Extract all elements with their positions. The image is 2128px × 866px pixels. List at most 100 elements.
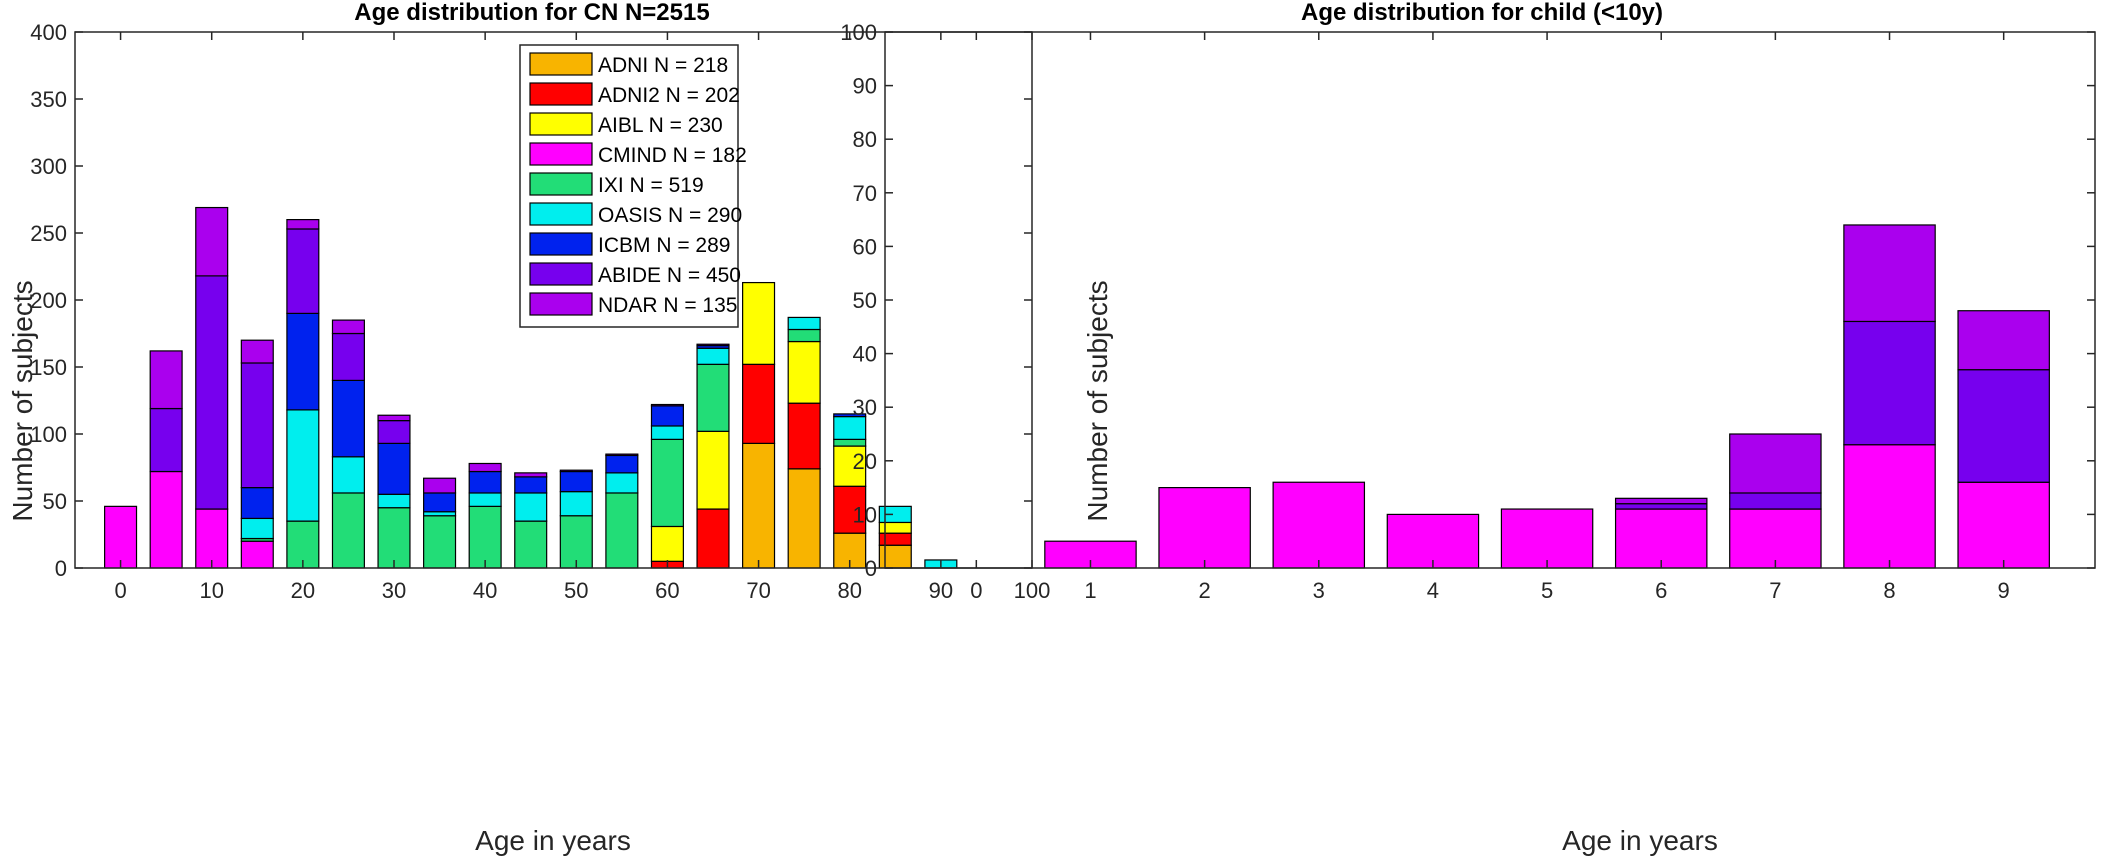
bar-segment bbox=[514, 476, 548, 494]
x-tick-label: 3 bbox=[1313, 578, 1325, 603]
bar-segment bbox=[787, 468, 821, 569]
bar-segment bbox=[514, 520, 548, 569]
x-tick-label: 2 bbox=[1198, 578, 1210, 603]
y-tick-label: 30 bbox=[853, 395, 877, 420]
x-tick-label: 50 bbox=[564, 578, 588, 603]
y-tick-label: 50 bbox=[43, 489, 67, 514]
legend-label: IXI N = 519 bbox=[598, 174, 704, 197]
bar-segment bbox=[195, 275, 229, 510]
bar-segment bbox=[742, 442, 776, 569]
bar-segment bbox=[149, 407, 183, 473]
bar-segment bbox=[286, 228, 320, 314]
bar-segment bbox=[331, 379, 365, 458]
bar-segment bbox=[1614, 497, 1708, 505]
bar-segment bbox=[1729, 492, 1822, 510]
legend-label: AIBL N = 230 bbox=[598, 114, 723, 137]
bar-segment bbox=[1614, 503, 1708, 510]
bar-segment bbox=[1500, 508, 1594, 569]
y-tick-label: 150 bbox=[30, 355, 67, 380]
y-tick-label: 90 bbox=[853, 74, 877, 99]
bar-segment bbox=[286, 409, 320, 522]
bar-segment bbox=[286, 219, 320, 230]
bar-segment bbox=[878, 544, 912, 569]
bar-segment bbox=[1957, 369, 2050, 483]
bar-segment bbox=[1843, 224, 1936, 323]
x-tick-label: 0 bbox=[970, 578, 982, 603]
y-tick-label: 200 bbox=[30, 288, 67, 313]
y-tick-label: 0 bbox=[865, 556, 877, 581]
bar-segment bbox=[377, 420, 411, 444]
bar-segment bbox=[559, 469, 593, 473]
bar-segment bbox=[650, 405, 684, 427]
bar-segment bbox=[650, 525, 684, 562]
x-tick-label: 8 bbox=[1883, 578, 1895, 603]
y-tick-label: 100 bbox=[840, 20, 877, 45]
x-tick-label: 90 bbox=[929, 578, 953, 603]
bar-segment bbox=[423, 511, 457, 517]
bar-segment bbox=[149, 350, 183, 410]
bar-segment bbox=[468, 470, 502, 494]
legend-label: ABIDE N = 450 bbox=[598, 264, 741, 287]
bar-segment bbox=[878, 521, 912, 534]
legend-label: ICBM N = 289 bbox=[598, 234, 730, 257]
bar-segment bbox=[787, 316, 821, 331]
legend-swatch bbox=[529, 202, 593, 226]
y-tick-label: 20 bbox=[853, 449, 877, 474]
bar-segment bbox=[331, 456, 365, 494]
x-tick-label: 4 bbox=[1427, 578, 1439, 603]
bar-segment bbox=[377, 442, 411, 495]
bar-segment bbox=[696, 508, 730, 569]
x-tick-label: 5 bbox=[1541, 578, 1553, 603]
bar-segment bbox=[468, 462, 502, 473]
bar-segment bbox=[1158, 487, 1251, 569]
bar-segment bbox=[787, 340, 821, 404]
x-tick-label: 1 bbox=[1084, 578, 1096, 603]
x-tick-label: 10 bbox=[199, 578, 223, 603]
legend-swatch bbox=[529, 232, 593, 256]
axes: 0 10 20 30 40 50 60 70 80 90 100050100150200250300… bbox=[30, 20, 1050, 603]
bar-segment bbox=[240, 517, 274, 540]
bar-segment bbox=[1614, 508, 1708, 569]
x-tick-label: 6 bbox=[1655, 578, 1667, 603]
bar-segment bbox=[650, 438, 684, 528]
legend: ADNI N = 218 ADNI2 N = 202 AIBL N = 230 CMI… bbox=[519, 44, 747, 328]
x-tick-label: 30 bbox=[382, 578, 406, 603]
bar-segment bbox=[833, 413, 867, 418]
bar-marks bbox=[104, 206, 958, 569]
y-tick-label: 400 bbox=[30, 20, 67, 45]
bar-marks bbox=[1044, 224, 2050, 569]
bar-segment bbox=[423, 477, 457, 494]
y-tick-label: 100 bbox=[30, 422, 67, 447]
y-tick-label: 0 bbox=[55, 556, 67, 581]
x-tick-label: 7 bbox=[1769, 578, 1781, 603]
legend-swatch bbox=[529, 112, 593, 136]
bar-segment bbox=[559, 470, 593, 493]
bar-segment bbox=[696, 430, 730, 510]
bar-segment bbox=[742, 363, 776, 444]
x-axis-label: Age in years bbox=[475, 825, 631, 856]
y-tick-label: 80 bbox=[853, 127, 877, 152]
legend-swatch bbox=[529, 262, 593, 286]
bar-segment bbox=[286, 312, 320, 411]
bar-segment bbox=[833, 438, 867, 447]
x-tick-label: 70 bbox=[746, 578, 770, 603]
x-tick-label: 60 bbox=[655, 578, 679, 603]
bar-segment bbox=[605, 453, 639, 457]
legend-label: ADNI N = 218 bbox=[598, 54, 728, 77]
bar-segment bbox=[240, 487, 274, 520]
bar-segment bbox=[331, 492, 365, 569]
bar-segment bbox=[514, 472, 548, 478]
bar-segment bbox=[1957, 481, 2050, 569]
bar-segment bbox=[559, 491, 593, 517]
y-tick-label: 60 bbox=[853, 234, 877, 259]
bar-segment bbox=[696, 343, 730, 347]
y-axis-label: Number of subjects bbox=[1082, 280, 1113, 521]
legend-swatch bbox=[529, 82, 593, 106]
legend-label: OASIS N = 290 bbox=[598, 204, 742, 227]
legend-label: ADNI2 N = 202 bbox=[598, 84, 740, 107]
bar-segment bbox=[696, 363, 730, 432]
bar-segment bbox=[878, 505, 912, 524]
x-tick-label: 0 bbox=[114, 578, 126, 603]
